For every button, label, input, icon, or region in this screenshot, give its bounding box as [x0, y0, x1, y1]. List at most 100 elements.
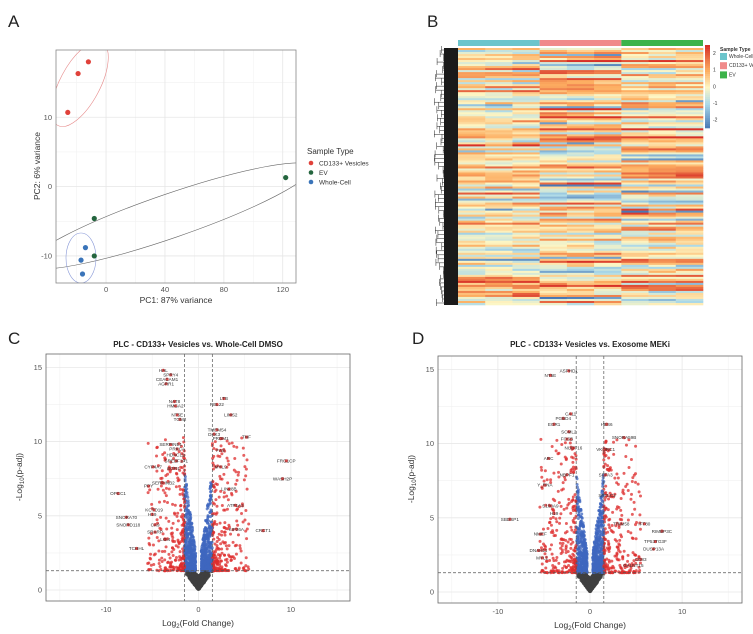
heatmap-cell	[594, 292, 622, 296]
heatmap-cell	[458, 242, 486, 246]
heatmap-cell	[539, 292, 568, 296]
heatmap-cell	[566, 210, 595, 213]
gene-label: SRARP	[147, 530, 163, 535]
heatmap-cell	[675, 158, 704, 161]
heatmap-cell	[566, 74, 595, 77]
heatmap-cell	[621, 288, 649, 292]
gene-point	[539, 465, 543, 469]
color-scale-segment	[705, 69, 710, 73]
gene-point	[176, 538, 180, 542]
heatmap-cell	[566, 54, 595, 57]
heatmap-cell	[648, 124, 677, 127]
gene-label: AGRR1	[158, 381, 174, 386]
heatmap-cell	[458, 254, 486, 258]
heatmap-cell	[566, 260, 595, 264]
heatmap-cell	[539, 198, 568, 201]
heatmap-cell	[648, 106, 677, 109]
heatmap-cell	[485, 300, 513, 304]
heatmap-cell	[512, 272, 540, 276]
heatmap-cell	[485, 282, 513, 286]
heatmap-cell	[648, 140, 677, 143]
heatmap-cell	[539, 244, 568, 248]
gene-point	[540, 468, 544, 472]
color-scale-segment	[705, 80, 710, 83]
heatmap-cell	[566, 98, 595, 101]
heatmap-cell	[675, 260, 704, 264]
heatmap-cell	[594, 182, 622, 185]
heatmap-cell	[485, 82, 513, 85]
heatmap-cell	[621, 248, 649, 252]
heatmap-cell	[539, 282, 568, 286]
heatmap-cell	[648, 88, 677, 91]
heatmap-cell	[675, 276, 704, 280]
heatmap-cell	[458, 84, 486, 87]
heatmap-cell	[594, 74, 622, 77]
heatmap-cell	[648, 208, 677, 211]
heatmap-cell	[621, 222, 649, 225]
heatmap-cell	[675, 224, 704, 227]
heatmap-cell	[594, 52, 622, 55]
heatmap-cell	[675, 64, 704, 67]
heatmap-cell	[621, 48, 649, 51]
heatmap-cell	[566, 92, 595, 95]
gene-label: TMEM54	[208, 427, 227, 432]
heatmap-cell	[675, 76, 704, 79]
panel-label-d: D	[412, 329, 424, 348]
legend-key	[308, 179, 314, 185]
color-scale-segment	[705, 107, 710, 110]
heatmap-cell	[621, 150, 649, 153]
heatmap-cell	[621, 178, 649, 181]
heatmap-cell	[566, 114, 595, 117]
heatmap-cell	[458, 142, 486, 145]
heatmap-cell	[458, 76, 486, 79]
heatmap-cell	[485, 156, 513, 159]
heatmap-cell	[539, 222, 568, 225]
gene-point	[247, 522, 251, 526]
heatmap-cell	[675, 50, 704, 53]
gene-point	[160, 556, 164, 560]
heatmap-cell	[485, 298, 513, 302]
heatmap-cell	[594, 148, 622, 151]
gene-point	[225, 439, 229, 443]
labeled-gene-point	[280, 477, 285, 481]
gene-point	[201, 551, 205, 555]
heatmap-cell	[458, 132, 486, 135]
gene-label: PRKCA	[169, 447, 186, 452]
heatmap-cell	[594, 82, 622, 85]
panel-label-a: A	[8, 12, 20, 31]
gene-point	[179, 508, 183, 512]
heatmap-cell	[648, 126, 677, 129]
heatmap-cell	[539, 88, 568, 91]
heatmap-cell	[485, 110, 513, 113]
heatmap-cell	[566, 264, 595, 268]
gene-point	[237, 504, 241, 508]
gene-point	[177, 450, 181, 454]
heatmap-cell	[594, 186, 622, 189]
labeled-gene-point	[169, 442, 173, 447]
heatmap-cell	[566, 124, 595, 127]
heatmap-cell	[539, 184, 568, 187]
heatmap-cell	[512, 140, 540, 143]
heatmap-cell	[539, 50, 568, 53]
gene-point	[170, 550, 174, 554]
heatmap-cell	[458, 154, 486, 157]
heatmap-cell	[675, 126, 704, 129]
gene-point	[190, 528, 194, 532]
gene-point	[608, 526, 612, 530]
heatmap-cell	[512, 254, 540, 258]
heatmap-cell	[539, 122, 568, 125]
heatmap-cell	[594, 236, 622, 240]
heatmap-cell	[566, 164, 595, 167]
heatmap-cell	[621, 276, 649, 280]
gene-point	[222, 530, 226, 534]
y-tick-label: 5	[430, 513, 434, 522]
heatmap-cell	[566, 188, 595, 191]
gene-point	[188, 569, 192, 573]
heatmap-cell	[621, 140, 649, 143]
pca-point	[283, 174, 289, 181]
color-scale-segment	[705, 45, 710, 48]
labeled-gene-point	[219, 437, 223, 441]
heatmap-cell	[458, 68, 486, 71]
gene-point	[202, 581, 206, 585]
heatmap-cell	[485, 272, 513, 276]
